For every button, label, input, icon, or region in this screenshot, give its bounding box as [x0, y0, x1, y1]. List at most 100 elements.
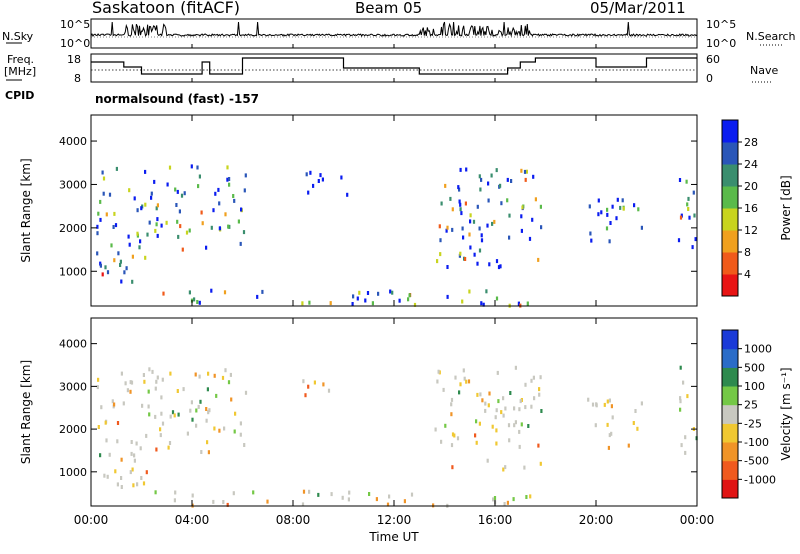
power-cell	[214, 191, 217, 196]
power-cell	[97, 211, 100, 216]
power-cell	[391, 290, 394, 295]
power-cell	[640, 225, 643, 230]
power-cell	[506, 198, 509, 203]
power-cell	[458, 199, 461, 204]
power-cell	[114, 223, 118, 228]
velocity-cell	[194, 372, 197, 377]
velocity-cell	[474, 433, 477, 438]
velocity-cell	[438, 370, 441, 375]
velocity-cell	[154, 414, 157, 419]
velocity-cell	[436, 379, 439, 384]
velocity-cell	[494, 415, 497, 420]
power-cell	[178, 209, 181, 214]
velocity-cell	[145, 470, 148, 475]
power-cell	[356, 296, 359, 301]
power-cell	[218, 226, 221, 231]
power-cell	[226, 177, 229, 182]
colorbar-swatch	[722, 460, 738, 480]
velocity-cell	[301, 502, 305, 507]
velocity-cell	[147, 404, 150, 409]
power-cell	[540, 225, 543, 230]
power-cell	[196, 300, 199, 304]
velocity-cell	[529, 494, 532, 499]
power-cell	[242, 230, 246, 235]
velocity-cell	[640, 401, 643, 406]
power-cell	[588, 204, 591, 209]
power-cell	[464, 257, 467, 261]
colorbar-swatch	[722, 330, 738, 350]
power-cell	[480, 301, 483, 306]
velocity-cell	[432, 503, 435, 508]
colorbar-frame	[721, 329, 739, 499]
power-cell	[144, 169, 147, 174]
power-cell	[478, 226, 481, 231]
power-cell	[148, 220, 151, 225]
power-cell	[224, 212, 227, 217]
power-cell	[480, 233, 483, 238]
velocity-cell	[169, 414, 172, 419]
velocity-cell	[595, 402, 598, 407]
power-cell	[459, 207, 462, 212]
power-cell	[160, 223, 163, 228]
date-title: 05/Mar/2011	[590, 0, 686, 17]
power-cell	[155, 222, 158, 227]
velocity-cell	[161, 421, 165, 426]
velocity-cell	[492, 497, 495, 502]
power-cell	[198, 300, 201, 305]
cpid-label: CPID	[5, 89, 35, 102]
range-tick-label: 3000	[59, 178, 87, 191]
velocity-cell	[124, 381, 127, 386]
velocity-cell	[120, 371, 123, 376]
velocity-cell	[130, 440, 133, 444]
power-cell	[119, 259, 122, 264]
velocity-cell	[133, 458, 136, 463]
power-cell	[197, 184, 200, 189]
colorbar-swatch	[722, 348, 738, 368]
power-cell	[622, 206, 625, 211]
power-cell	[156, 203, 159, 208]
power-cell	[605, 226, 609, 231]
power-cell	[508, 235, 511, 240]
velocity-cell	[634, 409, 637, 413]
velocity-cell	[607, 445, 610, 450]
velocity-cell	[518, 444, 521, 449]
velocity-cell	[141, 403, 144, 408]
velocity-cell	[226, 502, 229, 507]
velocity-cell	[608, 433, 611, 438]
velocity-cell	[493, 496, 497, 500]
power-cell	[329, 301, 332, 306]
colorbar-label: Velocity [m s⁻¹]	[779, 367, 793, 460]
velocity-cell	[506, 500, 509, 505]
power-cell	[96, 251, 99, 256]
velocity-cell	[459, 382, 462, 387]
velocity-cell	[114, 469, 117, 474]
colorbar-label: Power [dB]	[779, 175, 793, 240]
velocity-cell	[403, 499, 406, 504]
velocity-cell	[131, 467, 134, 472]
velocity-cell	[97, 425, 100, 429]
velocity-cell	[442, 387, 445, 392]
velocity-cell	[160, 411, 163, 416]
velocity-cell	[507, 423, 511, 428]
power-cell	[692, 190, 695, 195]
velocity-cell	[212, 499, 215, 504]
velocity-cell	[348, 490, 351, 495]
power-cell	[174, 187, 177, 192]
velocity-cell	[169, 371, 172, 376]
colorbar-tick-label: -25	[744, 417, 762, 430]
power-cell	[637, 207, 640, 212]
freq-panel	[6, 53, 772, 83]
velocity-cell	[525, 495, 528, 499]
power-cell	[218, 201, 221, 206]
velocity-cell	[173, 413, 176, 418]
velocity-cell	[126, 388, 129, 393]
velocity-cell	[388, 494, 391, 499]
power-cell	[439, 252, 442, 257]
velocity-cell	[135, 441, 138, 446]
velocity-cell	[232, 491, 235, 496]
velocity-cell	[195, 423, 198, 428]
power-cell	[319, 173, 322, 178]
power-cell	[131, 279, 134, 284]
velocity-cell	[129, 380, 132, 385]
power-cell	[465, 167, 468, 172]
